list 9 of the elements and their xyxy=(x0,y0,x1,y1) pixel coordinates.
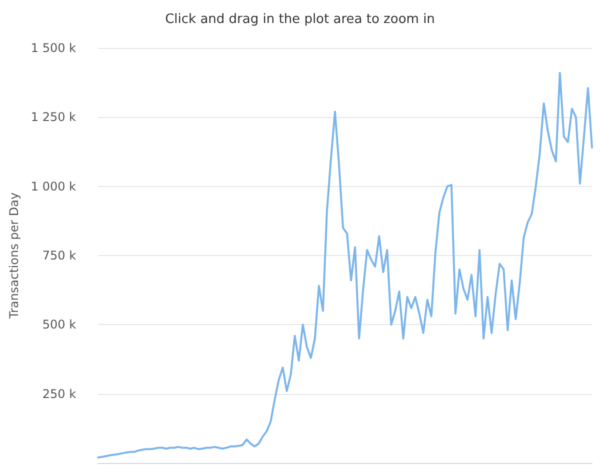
line-series xyxy=(97,72,593,458)
y-axis-title: Transactions per Day xyxy=(7,192,21,320)
chart-subtitle: Click and drag in the plot area to zoom in xyxy=(165,12,435,27)
y-tick-label: 750 k xyxy=(42,248,76,262)
y-tick-label: 250 k xyxy=(42,386,76,401)
y-tick-label: 1 000 k xyxy=(30,179,76,194)
y-tick-label: 500 k xyxy=(42,318,76,332)
y-tick-label: 1 500 k xyxy=(30,41,76,55)
y-tick-label: 1 250 k xyxy=(30,110,76,124)
